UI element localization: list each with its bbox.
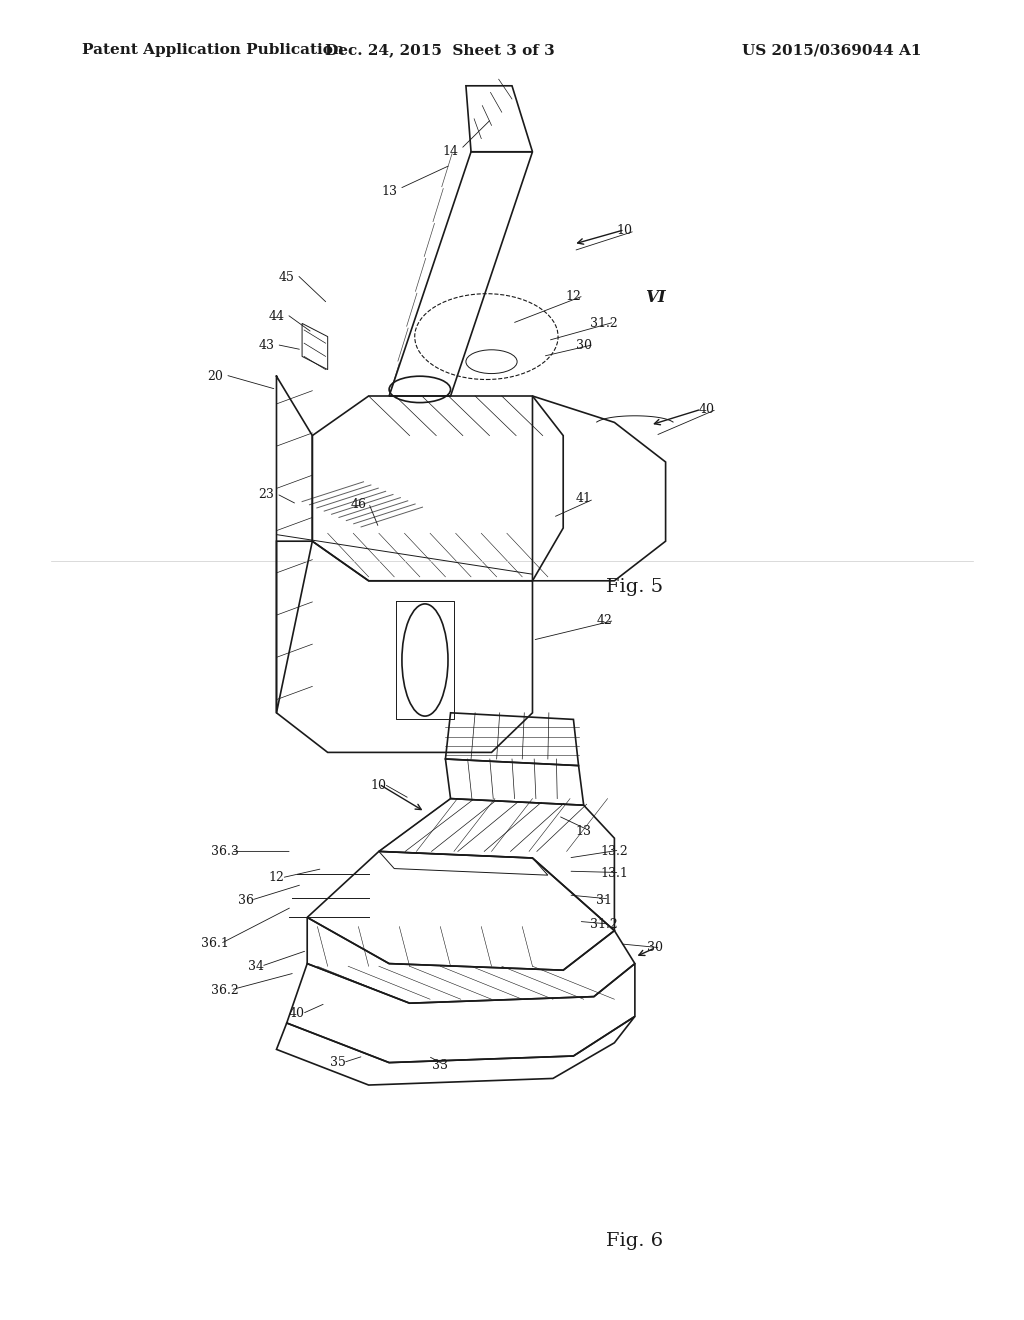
Text: 34: 34 bbox=[248, 960, 264, 973]
Text: Fig. 5: Fig. 5 bbox=[606, 578, 664, 597]
Text: 41: 41 bbox=[575, 492, 592, 506]
Text: 44: 44 bbox=[268, 310, 285, 323]
Text: 10: 10 bbox=[616, 224, 633, 238]
Text: 36: 36 bbox=[238, 894, 254, 907]
Text: 36.2: 36.2 bbox=[211, 983, 240, 997]
Text: 30: 30 bbox=[647, 941, 664, 954]
Text: Dec. 24, 2015  Sheet 3 of 3: Dec. 24, 2015 Sheet 3 of 3 bbox=[326, 44, 555, 57]
Text: 13.2: 13.2 bbox=[600, 845, 629, 858]
Text: 13: 13 bbox=[575, 825, 592, 838]
Text: VI: VI bbox=[645, 289, 666, 305]
Text: 13: 13 bbox=[381, 185, 397, 198]
Text: 13.1: 13.1 bbox=[600, 867, 629, 880]
Text: 10: 10 bbox=[371, 779, 387, 792]
Text: 42: 42 bbox=[596, 614, 612, 627]
Text: 33: 33 bbox=[432, 1059, 449, 1072]
Text: US 2015/0369044 A1: US 2015/0369044 A1 bbox=[742, 44, 922, 57]
Text: 12: 12 bbox=[268, 871, 285, 884]
Text: 31: 31 bbox=[596, 894, 612, 907]
Text: 31.2: 31.2 bbox=[590, 917, 618, 931]
Text: 14: 14 bbox=[442, 145, 459, 158]
Text: 43: 43 bbox=[258, 339, 274, 352]
Text: 40: 40 bbox=[289, 1007, 305, 1020]
Text: 20: 20 bbox=[207, 370, 223, 383]
Text: 36.1: 36.1 bbox=[201, 937, 229, 950]
Text: 12: 12 bbox=[565, 290, 582, 304]
Text: 40: 40 bbox=[698, 403, 715, 416]
Text: Fig. 6: Fig. 6 bbox=[606, 1232, 664, 1250]
Text: 23: 23 bbox=[258, 488, 274, 502]
Text: 31.2: 31.2 bbox=[590, 317, 618, 330]
Text: 35: 35 bbox=[330, 1056, 346, 1069]
Text: Patent Application Publication: Patent Application Publication bbox=[82, 44, 344, 57]
Text: 36.3: 36.3 bbox=[211, 845, 240, 858]
Text: 45: 45 bbox=[279, 271, 295, 284]
Text: 30: 30 bbox=[575, 339, 592, 352]
Text: 46: 46 bbox=[350, 498, 367, 511]
